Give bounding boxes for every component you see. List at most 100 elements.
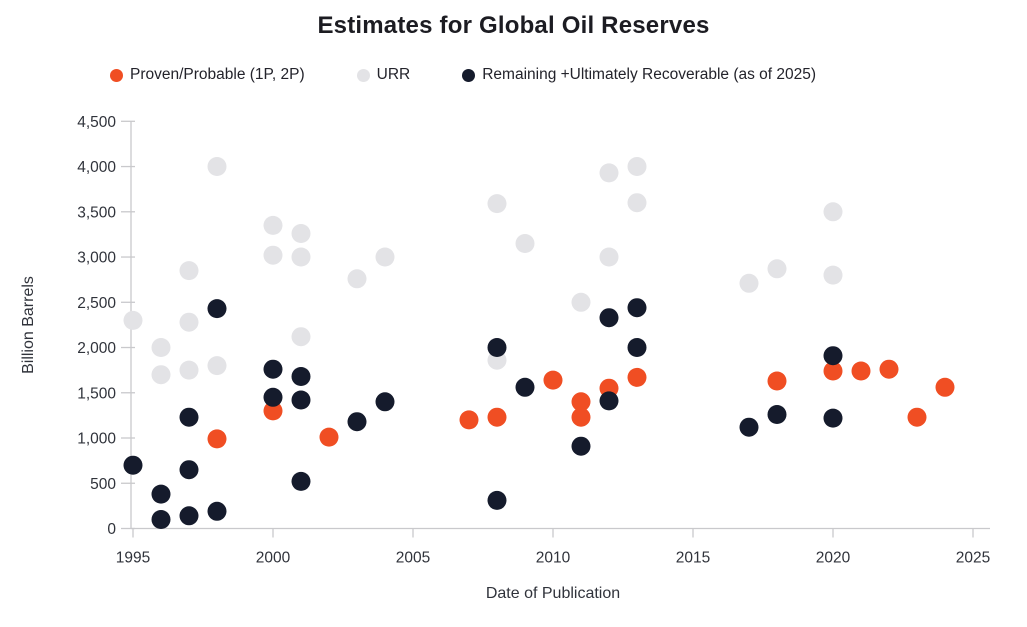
point-proven-probable-1p-2p [851,361,871,381]
legend-dot-icon [356,68,370,82]
legend-label: URR [376,66,411,83]
y-tick-label: 1,000 [77,431,116,448]
point-remaining-ultimately-recoverable-as-of-2025 [627,298,647,318]
x-tick-label: 1995 [116,550,150,567]
point-remaining-ultimately-recoverable-as-of-2025 [375,392,395,412]
y-tick-label: 500 [90,476,116,493]
point-urr [123,310,143,330]
point-urr [291,224,311,243]
point-remaining-ultimately-recoverable-as-of-2025 [823,346,843,366]
point-urr [627,157,647,176]
point-remaining-ultimately-recoverable-as-of-2025 [263,387,283,407]
point-proven-probable-1p-2p [571,407,591,427]
y-tick-label: 0 [107,521,116,538]
y-axis-title: Billion Barrels [20,276,37,374]
point-urr [179,312,199,332]
point-proven-probable-1p-2p [823,361,843,381]
point-urr [151,338,171,357]
point-remaining-ultimately-recoverable-as-of-2025 [291,390,311,410]
point-urr [599,163,619,183]
x-tick-label: 2010 [536,550,571,567]
point-urr [263,245,283,265]
point-remaining-ultimately-recoverable-as-of-2025 [515,377,535,397]
point-remaining-ultimately-recoverable-as-of-2025 [627,338,647,357]
point-remaining-ultimately-recoverable-as-of-2025 [151,484,171,504]
point-remaining-ultimately-recoverable-as-of-2025 [767,405,787,424]
point-proven-probable-1p-2p [879,359,899,379]
point-urr [179,261,199,281]
point-remaining-ultimately-recoverable-as-of-2025 [487,490,507,510]
y-tick-label: 1,500 [77,385,116,402]
x-tick-label: 2025 [956,550,990,567]
point-urr [767,259,787,279]
point-urr [571,292,591,312]
point-remaining-ultimately-recoverable-as-of-2025 [263,359,283,379]
point-urr [823,202,843,222]
point-proven-probable-1p-2p [935,377,955,397]
point-urr [207,157,227,176]
point-remaining-ultimately-recoverable-as-of-2025 [207,299,227,319]
legend-item-urr: URR [356,66,411,84]
y-tick-label: 2,500 [77,295,116,312]
legend-dot-icon [462,68,476,82]
point-urr [263,215,283,235]
x-tick-label: 2020 [816,550,851,567]
x-axis-title: Date of Publication [486,585,620,602]
point-urr [739,273,759,293]
point-proven-probable-1p-2p [263,401,283,421]
point-remaining-ultimately-recoverable-as-of-2025 [599,391,619,411]
point-urr [207,356,227,376]
point-urr [375,247,395,267]
point-remaining-ultimately-recoverable-as-of-2025 [151,510,171,529]
point-remaining-ultimately-recoverable-as-of-2025 [739,417,759,437]
y-tick-label: 3,000 [77,250,116,267]
point-urr [599,247,619,267]
legend-label: Remaining +Ultimately Recoverable (as of… [482,66,817,83]
x-tick-label: 2005 [396,550,430,567]
point-urr [823,265,843,285]
point-urr [291,327,311,347]
point-proven-probable-1p-2p [571,392,591,412]
legend-label: Proven/Probable (1P, 2P) [130,66,305,83]
point-urr [515,234,535,253]
data-points [123,157,955,529]
point-remaining-ultimately-recoverable-as-of-2025 [179,407,199,427]
y-tick-label: 4,000 [77,159,116,176]
point-urr [151,365,171,385]
point-urr [347,269,367,289]
legend-item-proven-probable-1p-2p: Proven/Probable (1P, 2P) [110,66,305,84]
point-proven-probable-1p-2p [487,407,507,427]
point-urr [627,193,647,213]
point-remaining-ultimately-recoverable-as-of-2025 [291,471,311,491]
point-remaining-ultimately-recoverable-as-of-2025 [599,308,619,328]
point-remaining-ultimately-recoverable-as-of-2025 [823,408,843,428]
chart-legend: Proven/Probable (1P, 2P) URR Remaining +Ul… [110,66,960,84]
point-remaining-ultimately-recoverable-as-of-2025 [207,501,227,521]
point-remaining-ultimately-recoverable-as-of-2025 [571,436,591,456]
legend-item-remaining-ultimately-recoverable-as-of-2025: Remaining +Ultimately Recoverable (as of… [462,66,816,84]
point-remaining-ultimately-recoverable-as-of-2025 [179,506,199,526]
legend-dot-icon [110,68,123,82]
y-tick-label: 2,000 [77,340,116,357]
point-proven-probable-1p-2p [907,407,927,427]
point-proven-probable-1p-2p [319,427,339,447]
point-remaining-ultimately-recoverable-as-of-2025 [123,455,143,475]
y-tick-label: 4,500 [77,114,116,131]
point-proven-probable-1p-2p [543,370,563,390]
point-urr [179,360,199,380]
point-proven-probable-1p-2p [207,429,227,449]
point-proven-probable-1p-2p [767,371,787,391]
point-proven-probable-1p-2p [459,410,479,430]
axes: 0 500 1,000 1,500 2,000 2,500 3,000 3,500 4,000 4… [77,114,990,567]
x-tick-label: 2015 [676,550,710,567]
point-remaining-ultimately-recoverable-as-of-2025 [291,367,311,386]
x-tick-label: 2000 [256,550,291,567]
y-tick-label: 3,500 [77,204,116,221]
chart-title: Estimates for Global Oil Reserves [317,12,710,39]
point-urr [487,194,507,214]
point-remaining-ultimately-recoverable-as-of-2025 [179,460,199,480]
point-remaining-ultimately-recoverable-as-of-2025 [347,412,367,432]
point-urr [291,247,311,267]
